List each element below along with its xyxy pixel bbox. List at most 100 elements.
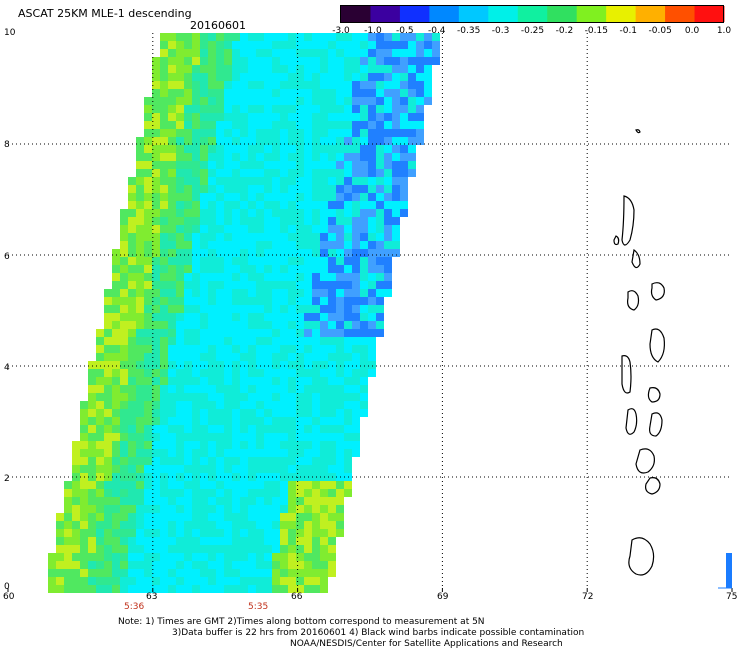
swath-cell [336, 65, 344, 73]
swath-cell [96, 369, 104, 377]
swath-cell [176, 209, 184, 217]
swath-cell [224, 553, 232, 561]
swath-cell [240, 273, 248, 281]
swath-cell [232, 217, 240, 225]
swath-cell [352, 305, 360, 313]
swath-cell [264, 161, 272, 169]
lon-label-69: 69 [437, 592, 449, 602]
swath-cell [224, 281, 232, 289]
swath-cell [168, 385, 176, 393]
swath-cell [136, 505, 144, 513]
swath-cell [192, 433, 200, 441]
swath-cell [368, 81, 376, 89]
swath-cell [232, 417, 240, 425]
swath-cell [392, 241, 400, 249]
swath-cell [128, 457, 136, 465]
swath-cell [288, 361, 296, 369]
swath-cell [248, 289, 256, 297]
swath-cell [256, 361, 264, 369]
swath-cell [336, 393, 344, 401]
swath-cell [152, 465, 160, 473]
colorbar-tick-label: -1.0 [364, 26, 382, 36]
swath-cell [272, 337, 280, 345]
swath-cell [240, 481, 248, 489]
swath-cell [192, 57, 200, 65]
swath-cell [200, 145, 208, 153]
swath-cell [336, 273, 344, 281]
swath-cell [216, 185, 224, 193]
swath-cell [112, 553, 120, 561]
swath-cell [240, 305, 248, 313]
swath-cell [240, 105, 248, 113]
swath-cell [392, 169, 400, 177]
swath-cell [264, 361, 272, 369]
swath-cell [384, 57, 392, 65]
swath-cell [192, 129, 200, 137]
swath-cell [184, 297, 192, 305]
swath-cell [256, 321, 264, 329]
swath-cell [240, 393, 248, 401]
swath-cell [328, 105, 336, 113]
swath-cell [296, 33, 304, 41]
swath-cell [240, 249, 248, 257]
swath-cell [272, 345, 280, 353]
swath-cell [136, 217, 144, 225]
swath-cell [104, 577, 112, 585]
swath-cell [112, 305, 120, 313]
swath-cell [224, 65, 232, 73]
swath-cell [360, 49, 368, 57]
swath-cell [240, 545, 248, 553]
swath-cell [256, 265, 264, 273]
swath-cell [376, 185, 384, 193]
swath-cell [224, 585, 232, 593]
swath-cell [296, 161, 304, 169]
swath-cell [152, 505, 160, 513]
swath-cell [256, 577, 264, 585]
swath-cell [336, 529, 344, 537]
swath-cell [192, 393, 200, 401]
swath-cell [136, 529, 144, 537]
swath-cell [168, 369, 176, 377]
swath-cell [136, 457, 144, 465]
swath-cell [328, 361, 336, 369]
swath-cell [176, 465, 184, 473]
swath-cell [240, 457, 248, 465]
swath-cell [176, 97, 184, 105]
swath-cell [328, 185, 336, 193]
swath-cell [112, 401, 120, 409]
swath-cell [136, 465, 144, 473]
swath-cell [320, 73, 328, 81]
swath-cell [64, 505, 72, 513]
swath-cell [240, 137, 248, 145]
swath-cell [200, 209, 208, 217]
swath-cell [328, 153, 336, 161]
swath-cell [240, 297, 248, 305]
swath-cell [216, 521, 224, 529]
swath-cell [392, 177, 400, 185]
swath-cell [336, 145, 344, 153]
swath-cell [384, 89, 392, 97]
swath-cell [384, 193, 392, 201]
swath-cell [256, 73, 264, 81]
swath-cell [160, 273, 168, 281]
swath-cell [168, 577, 176, 585]
swath-cell [304, 521, 312, 529]
swath-cell [312, 41, 320, 49]
swath-cell [408, 161, 416, 169]
swath-cell [168, 409, 176, 417]
swath-cell [416, 129, 424, 137]
swath-cell [344, 257, 352, 265]
swath-cell [264, 385, 272, 393]
swath-cell [312, 137, 320, 145]
swath-cell [104, 569, 112, 577]
swath-cell [272, 201, 280, 209]
swath-cell [248, 33, 256, 41]
swath-cell [288, 265, 296, 273]
swath-cell [200, 233, 208, 241]
swath-cell [144, 425, 152, 433]
swath-cell [152, 537, 160, 545]
swath-cell [224, 353, 232, 361]
swath-cell [304, 265, 312, 273]
swath-cell [328, 169, 336, 177]
swath-cell [128, 241, 136, 249]
